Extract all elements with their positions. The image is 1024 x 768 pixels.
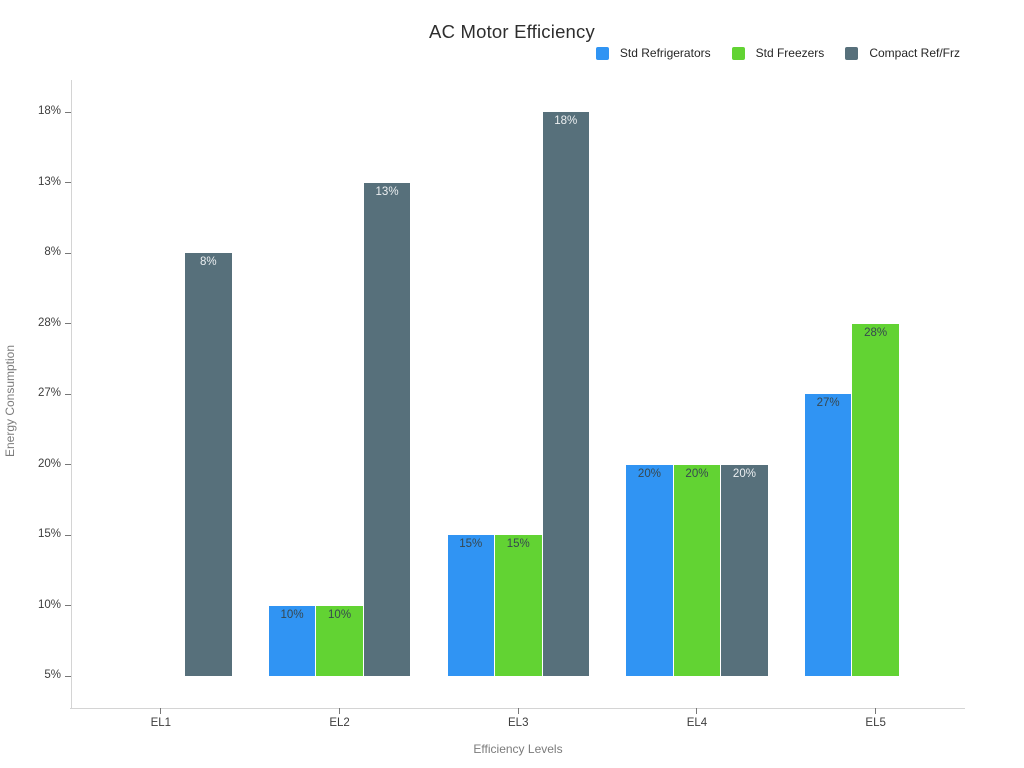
bar-el3-std-freezers[interactable]: 15% xyxy=(495,535,542,676)
y-tick-mark xyxy=(65,675,71,677)
legend-label: Compact Ref/Frz xyxy=(869,46,960,60)
y-tick-label: 18% xyxy=(37,105,61,117)
bar-el5-std-freezers[interactable]: 28% xyxy=(852,323,899,676)
bar-el2-std-refrigerators[interactable]: 10% xyxy=(268,605,316,676)
y-tick-mark xyxy=(65,393,71,395)
legend-label: Std Freezers xyxy=(755,46,825,60)
bar-el2-compact-ref-frz[interactable]: 13% xyxy=(363,182,411,676)
bar-el4-std-refrigerators[interactable]: 20% xyxy=(626,464,673,676)
x-axis-line xyxy=(70,708,965,709)
y-tick-mark xyxy=(65,534,71,536)
bar-el4-std-freezers[interactable]: 20% xyxy=(673,464,721,676)
bar-value-label: 13% xyxy=(375,185,399,198)
legend-label: Std Refrigerators xyxy=(619,46,711,60)
legend-item-std-refrigerators[interactable]: Std Refrigerators xyxy=(595,46,711,60)
x-tick-label-el2: EL2 xyxy=(329,717,350,729)
bar-value-label: 10% xyxy=(280,608,304,621)
y-axis-line xyxy=(71,80,72,708)
bar-el4-compact-ref-frz[interactable]: 20% xyxy=(721,464,768,676)
bar-value-label: 20% xyxy=(637,467,661,480)
x-tick-mark xyxy=(517,708,519,714)
y-tick-label: 15% xyxy=(37,528,61,540)
bar-el3-std-refrigerators[interactable]: 15% xyxy=(447,535,494,676)
bar-value-label: 15% xyxy=(459,538,483,550)
y-tick-mark xyxy=(65,252,71,254)
y-tick-label: 27% xyxy=(37,387,61,399)
bar-value-label: 10% xyxy=(328,608,352,621)
y-tick-label: 20% xyxy=(37,457,61,470)
legend-item-compact-ref-frz[interactable]: Compact Ref/Frz xyxy=(845,46,960,60)
bar-el3-compact-ref-frz[interactable]: 18% xyxy=(542,112,589,676)
bar-value-label: 28% xyxy=(864,326,888,339)
bar-el1-compact-ref-frz[interactable]: 8% xyxy=(185,253,232,676)
y-tick-label: 5% xyxy=(44,669,61,681)
x-tick-mark xyxy=(339,708,341,714)
bar-value-label: 18% xyxy=(554,115,578,127)
y-tick-label: 28% xyxy=(37,316,61,329)
y-tick-label: 10% xyxy=(37,598,61,611)
legend-marker-compact-ref-frz xyxy=(845,46,859,60)
legend-marker-std-refrigerators xyxy=(595,46,609,60)
bar-value-label: 27% xyxy=(816,397,840,409)
bar-el2-std-freezers[interactable]: 10% xyxy=(316,605,363,676)
legend: Std Refrigerators Std Freezers Compact Ref… xyxy=(595,46,960,60)
x-tick-mark xyxy=(160,708,162,714)
x-axis-title: Efficiency Levels xyxy=(473,742,563,756)
y-tick-label: 8% xyxy=(44,246,61,258)
bar-value-label: 20% xyxy=(685,467,709,480)
x-tick-label-el4: EL4 xyxy=(686,717,708,729)
y-tick-mark xyxy=(65,111,71,113)
bar-el5-std-refrigerators[interactable]: 27% xyxy=(804,394,852,676)
x-tick-mark xyxy=(875,708,877,714)
y-tick-label: 13% xyxy=(37,175,61,188)
y-axis-title: Energy Consumption xyxy=(3,344,17,458)
y-tick-mark xyxy=(65,323,71,324)
y-tick-mark xyxy=(65,464,71,465)
legend-marker-std-freezers xyxy=(731,46,745,60)
y-tick-mark xyxy=(65,605,71,606)
y-tick-mark xyxy=(65,182,71,183)
legend-item-std-freezers[interactable]: Std Freezers xyxy=(731,46,825,60)
chart-title: AC Motor Efficiency xyxy=(429,21,595,42)
bar-value-label: 20% xyxy=(732,467,756,480)
x-tick-mark xyxy=(696,708,698,714)
x-tick-label-el3: EL3 xyxy=(508,717,529,729)
bar-value-label: 8% xyxy=(200,256,217,268)
bar-value-label: 15% xyxy=(506,538,530,550)
x-tick-label-el1: EL1 xyxy=(150,717,172,729)
x-tick-label-el5: EL5 xyxy=(865,717,886,729)
